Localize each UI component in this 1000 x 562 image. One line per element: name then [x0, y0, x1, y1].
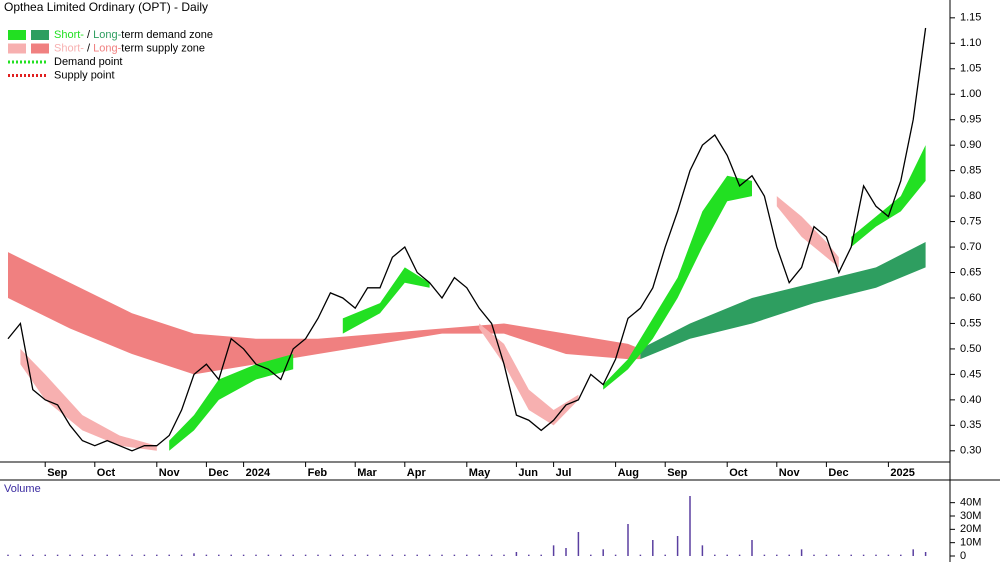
- y-tick-label: 0.85: [960, 165, 981, 177]
- legend-label: Short- / Long-term supply zone: [54, 42, 205, 54]
- price-line: [7, 27, 927, 452]
- zone-band: [603, 175, 752, 390]
- x-tick-label: Feb: [308, 467, 328, 479]
- y-tick-label: 0.80: [960, 190, 981, 202]
- x-tick-label: Dec: [828, 467, 848, 479]
- legend-text: Demand point: [54, 56, 123, 68]
- volume-label: Volume: [4, 483, 41, 495]
- x-tick-label: Oct: [97, 467, 116, 479]
- y-tick-label: 1.05: [960, 63, 981, 75]
- y-tick-label: 1.15: [960, 12, 981, 24]
- y-tick-label: 0.35: [960, 419, 981, 431]
- y-tick-label: 0.95: [960, 114, 981, 126]
- volume-tick-label: 40M: [960, 497, 981, 509]
- y-tick-label: 0.90: [960, 139, 981, 151]
- zone-band: [169, 354, 294, 451]
- legend-swatch: [8, 43, 26, 54]
- chart-title: Opthea Limited Ordinary (OPT) - Daily: [4, 0, 208, 14]
- legend-label: Short- / Long-term demand zone: [54, 29, 213, 41]
- legend-swatch: [31, 43, 49, 54]
- y-tick-label: 0.70: [960, 241, 981, 253]
- legend-text: /: [84, 42, 93, 54]
- x-tick-label: May: [469, 467, 491, 479]
- x-tick-label: Sep: [667, 467, 687, 479]
- zone-band: [479, 323, 579, 426]
- x-tick-label: Jun: [518, 467, 538, 479]
- y-tick-label: 0.75: [960, 215, 981, 227]
- legend-text: Long-: [93, 29, 121, 41]
- y-tick-label: 0.65: [960, 266, 981, 278]
- x-tick-label: Nov: [159, 467, 181, 479]
- y-tick-label: 0.55: [960, 317, 981, 329]
- zone-band: [640, 241, 926, 360]
- x-tick-label: Mar: [357, 467, 377, 479]
- x-tick-label: Apr: [407, 467, 427, 479]
- y-tick-label: 0.60: [960, 292, 981, 304]
- legend-label: Supply point: [54, 69, 115, 81]
- legend-text: Long-: [93, 42, 121, 54]
- zone-band: [851, 145, 926, 248]
- legend-text: Short-: [54, 42, 84, 54]
- x-tick-label: 2025: [890, 467, 914, 479]
- volume-tick-label: 10M: [960, 537, 981, 549]
- legend-text: /: [84, 29, 93, 41]
- zone-band: [20, 348, 157, 451]
- legend-text: term supply zone: [121, 42, 205, 54]
- y-tick-label: 0.50: [960, 343, 981, 355]
- x-tick-label: Jul: [556, 467, 572, 479]
- legend-text: Short-: [54, 29, 84, 41]
- plot: [7, 27, 927, 452]
- y-tick-label: 1.10: [960, 37, 981, 49]
- y-tick-label: 0.40: [960, 394, 981, 406]
- x-tick-label: Dec: [208, 467, 228, 479]
- legend-swatch: [31, 30, 49, 40]
- x-tick-label: Sep: [47, 467, 67, 479]
- x-tick-label: Aug: [618, 467, 639, 479]
- y-tick-label: 1.00: [960, 88, 981, 100]
- legend-text: term demand zone: [121, 29, 213, 41]
- zone-band: [8, 252, 641, 375]
- legend-swatch: [8, 30, 26, 40]
- legend-label: Demand point: [54, 56, 123, 68]
- volume-tick-label: 30M: [960, 510, 981, 522]
- y-tick-label: 0.30: [960, 445, 981, 457]
- zone-band: [776, 196, 839, 268]
- volume-tick-label: 0: [960, 550, 966, 562]
- volume-tick-label: 20M: [960, 523, 981, 535]
- legend-text: Supply point: [54, 69, 115, 81]
- x-tick-label: Oct: [729, 467, 748, 479]
- x-tick-label: Nov: [779, 467, 801, 479]
- y-tick-label: 0.45: [960, 368, 981, 380]
- x-tick-label: 2024: [246, 467, 271, 479]
- zone-band: [342, 267, 430, 334]
